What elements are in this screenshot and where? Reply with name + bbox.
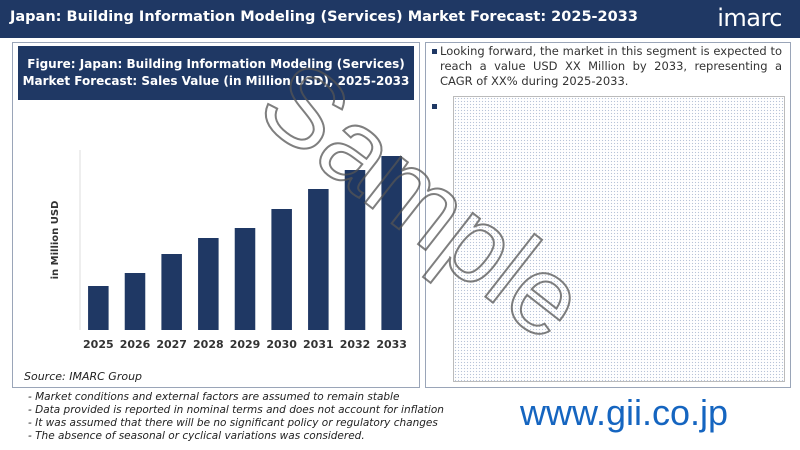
x-tick-label: 2031 — [303, 338, 334, 351]
logo: imarc — [717, 4, 782, 32]
header-title: Japan: Building Information Modeling (Se… — [10, 9, 638, 25]
x-tick-label: 2026 — [120, 338, 151, 351]
x-tick-label: 2033 — [376, 338, 407, 351]
bar — [381, 156, 402, 330]
x-tick-label: 2032 — [340, 338, 371, 351]
chart-title: Figure: Japan: Building Information Mode… — [18, 46, 414, 100]
bar — [234, 228, 256, 330]
x-tick-label: 2028 — [193, 338, 224, 351]
x-tick-label: 2027 — [156, 338, 187, 351]
x-tick-label: 2025 — [83, 338, 114, 351]
bar — [344, 170, 366, 330]
bar — [124, 273, 146, 330]
bar — [308, 189, 329, 330]
notes: - Market conditions and external factors… — [28, 391, 444, 443]
text-panel — [425, 42, 791, 388]
note: - Market conditions and external factors… — [28, 391, 400, 403]
bullet-marker — [432, 49, 437, 54]
bullet-marker — [432, 104, 437, 109]
note: - Data provided is reported in nominal t… — [28, 404, 444, 416]
bar — [88, 286, 109, 330]
y-axis-label: in Million USD — [50, 201, 61, 280]
bar — [271, 209, 292, 330]
bar — [198, 238, 219, 330]
x-tick-label: 2030 — [266, 338, 297, 351]
source: Source: IMARC Group — [24, 370, 143, 383]
bar — [161, 254, 182, 330]
chart: in Million USD 2025 2026 2027 2028 2029 2030 20… — [50, 150, 407, 351]
footer-url: www.gii.co.jp — [520, 392, 729, 433]
note: - It was assumed that there will be no s… — [28, 417, 438, 429]
bullet-text: Looking forward, the market in this segm… — [440, 44, 782, 88]
note: - The absence of seasonal or cyclical va… — [28, 430, 365, 442]
x-tick-label: 2029 — [230, 338, 261, 351]
header-bar — [0, 0, 800, 38]
placeholder-area — [453, 96, 785, 382]
